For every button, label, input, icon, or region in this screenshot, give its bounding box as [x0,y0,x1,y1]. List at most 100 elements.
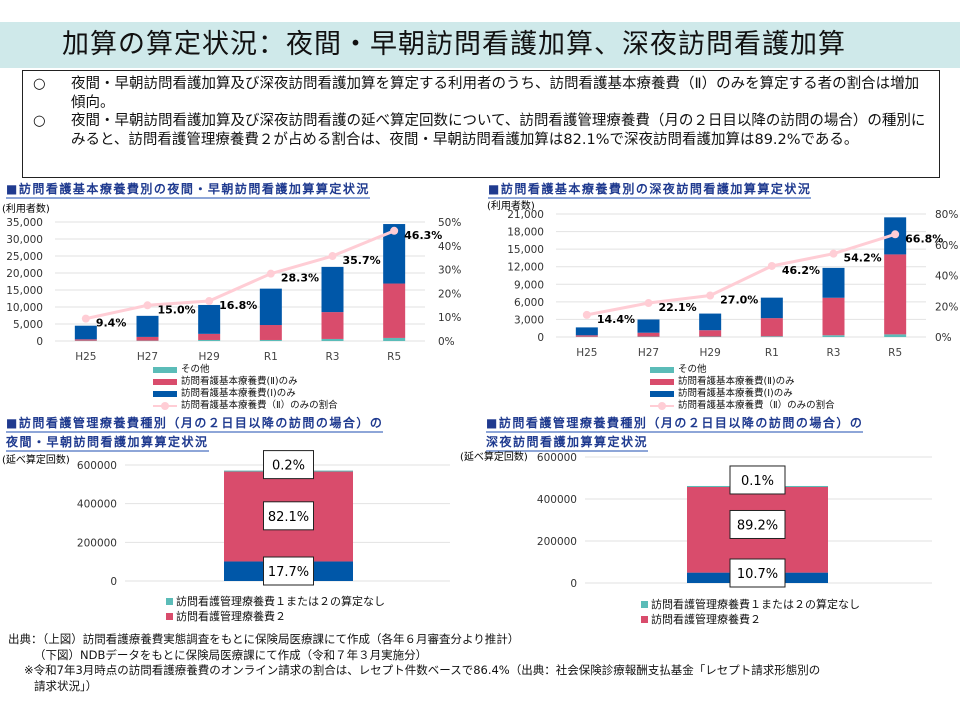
y2-tick-label: 10% [438,312,461,324]
ratio-point [767,261,776,270]
bar-segment [198,304,221,334]
bar-segment [198,333,221,340]
ratio-line [586,232,896,317]
legend-item: 訪問看護基本療養費（Ⅱ）のみの割合 [650,400,835,412]
data-label: 35.7% [343,254,381,267]
ratio-point [205,297,214,306]
chart1-legend: その他 訪問看護基本療養費(Ⅱ)のみ 訪問看護基本療養費(Ⅰ)のみ 訪問看護基本… [153,364,338,412]
ratio-point [829,249,838,258]
legend-swatch [153,391,177,397]
data-label-box [729,509,786,539]
summary-item: ○ 夜間・早朝訪問看護加算及び深夜訪問看護の延べ算定回数について、訪問看護管理療養… [33,113,926,148]
y-tick-label: 6,000 [514,297,544,309]
legend-swatch [650,367,674,373]
bar-segment [884,334,907,337]
data-label: 9.4% [96,317,127,330]
y-tick-label: 400000 [537,494,577,506]
y-tick-label: 35,000 [6,217,43,229]
legend-swatch [166,613,173,620]
y-tick-label: 30,000 [6,234,43,246]
chart2-legend: その他 訪問看護基本療養費(Ⅱ)のみ 訪問看護基本療養費(Ⅰ)のみ 訪問看護基本… [650,364,835,412]
legend-item: その他 [650,364,835,376]
chart4-legend: 訪問看護管理療養費１または２の算定なし 訪問看護管理療養費２ [641,597,860,627]
x-tick-label: R5 [387,351,401,363]
legend-item: 訪問看護管理療養費１または２の算定なし [641,597,860,612]
bar-segment [760,318,783,337]
y-tick-label: 0 [570,578,577,590]
data-label: 28.3% [281,272,319,285]
x-tick-label: H29 [199,351,220,363]
legend-item: 訪問看護基本療養費(Ⅰ)のみ [153,388,338,400]
y-tick-label: 600000 [77,460,117,472]
bar-segment [259,325,282,340]
y-tick-label: 200000 [537,536,577,548]
y2-tick-label: 40% [935,271,958,283]
y2-tick-label: 80% [935,209,958,221]
ratio-point [582,310,591,319]
y-axis-label: (利用者数) [487,199,535,212]
data-label: 82.1% [268,510,309,525]
bar-segment [321,312,344,339]
legend-line-swatch [153,402,177,410]
x-tick-label: R1 [765,347,779,359]
ratio-point [328,252,337,261]
data-label: 66.8% [905,232,943,245]
y-tick-label: 0 [537,332,544,344]
data-label-box [729,465,786,495]
legend-item: 訪問看護管理療養費１または２の算定なし [166,594,385,609]
legend-item: 訪問看護管理療養費２ [641,612,860,627]
x-tick-label: H27 [137,351,158,363]
chart3-legend: 訪問看護管理療養費１または２の算定なし 訪問看護管理療養費２ [166,594,385,624]
chart4-title-line1: ■訪問看護管理療養費種別（月の２日目以降の訪問の場合）の [486,416,864,433]
legend-line-swatch [650,402,674,410]
bar-segment [383,337,406,341]
x-tick-label: H27 [638,347,659,359]
y2-tick-label: 30% [438,265,461,277]
x-tick-label: H29 [700,347,721,359]
y-tick-label: 5,000 [13,319,43,331]
x-tick-label: H25 [75,351,96,363]
data-label-box [263,450,314,480]
data-label: 89.2% [737,518,778,533]
legend-item: その他 [153,364,338,376]
ratio-point [266,269,275,278]
data-label: 46.3% [404,229,442,242]
legend-item: 訪問看護基本療養費（Ⅱ）のみの割合 [153,400,338,412]
legend-swatch [650,379,674,385]
bar-segment [822,267,845,298]
legend-item: 訪問看護基本療養費(Ⅰ)のみ [650,388,835,400]
ratio-point [706,291,715,300]
bar-segment [321,266,344,313]
bar-segment [198,339,221,341]
data-label: 10.7% [737,567,778,582]
y-tick-label: 20,000 [6,268,43,280]
summary-box: ○ 夜間・早朝訪問看護加算及び深夜訪問看護加算を算定する利用者のうち、訪問看護基本… [22,70,940,178]
y-tick-label: 3,000 [514,314,544,326]
y2-tick-label: 60% [935,240,958,252]
page-title: 加算の算定状況：夜間・早朝訪問看護加算、深夜訪問看護加算 [62,29,846,60]
legend-item: 訪問看護基本療養費(Ⅱ)のみ [650,376,835,388]
data-label-box [263,501,314,531]
ratio-point [143,301,152,310]
bar-segment [136,315,159,337]
bar-segment [699,330,722,337]
data-label: 0.1% [741,474,774,489]
legend-swatch [650,391,674,397]
y-tick-label: 12,000 [507,262,544,274]
bar-segment [575,327,598,336]
legend-swatch [166,598,173,605]
y2-tick-label: 0% [438,336,455,348]
data-label: 15.0% [158,303,196,316]
summary-item: ○ 夜間・早朝訪問看護加算及び深夜訪問看護加算を算定する利用者のうち、訪問看護基本… [33,76,920,111]
bar-segment [575,335,598,337]
data-label: 14.4% [597,313,635,326]
x-tick-label: R5 [888,347,902,359]
data-label-box [263,556,314,586]
bar-segment [259,339,282,341]
bar-segment [321,338,344,341]
data-label: 54.2% [844,252,882,265]
x-tick-label: H25 [576,347,597,359]
y-tick-label: 0 [36,336,43,348]
bar-segment [637,319,660,333]
